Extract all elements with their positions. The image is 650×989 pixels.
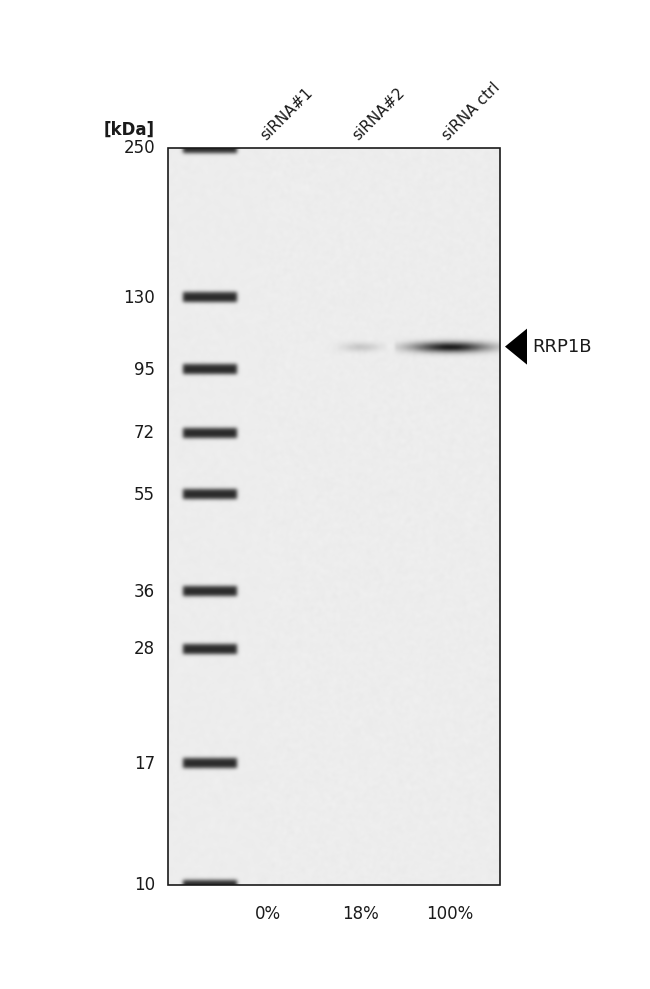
Text: RRP1B: RRP1B: [532, 337, 592, 356]
Text: 95: 95: [134, 361, 155, 379]
Text: 72: 72: [134, 424, 155, 442]
Text: 17: 17: [134, 755, 155, 772]
Text: 0%: 0%: [255, 905, 281, 923]
Polygon shape: [505, 328, 527, 365]
Text: 100%: 100%: [426, 905, 474, 923]
Text: 250: 250: [124, 139, 155, 157]
Text: siRNA#1: siRNA#1: [257, 85, 315, 143]
Text: 130: 130: [124, 289, 155, 307]
Text: 55: 55: [134, 486, 155, 503]
Text: 36: 36: [134, 583, 155, 600]
Text: 18%: 18%: [342, 905, 378, 923]
Text: 28: 28: [134, 640, 155, 659]
Text: [kDa]: [kDa]: [104, 121, 155, 139]
Bar: [168, 148, 500, 885]
Text: siRNA#2: siRNA#2: [350, 85, 408, 143]
Text: 10: 10: [134, 876, 155, 894]
Text: siRNA ctrl: siRNA ctrl: [439, 80, 502, 143]
